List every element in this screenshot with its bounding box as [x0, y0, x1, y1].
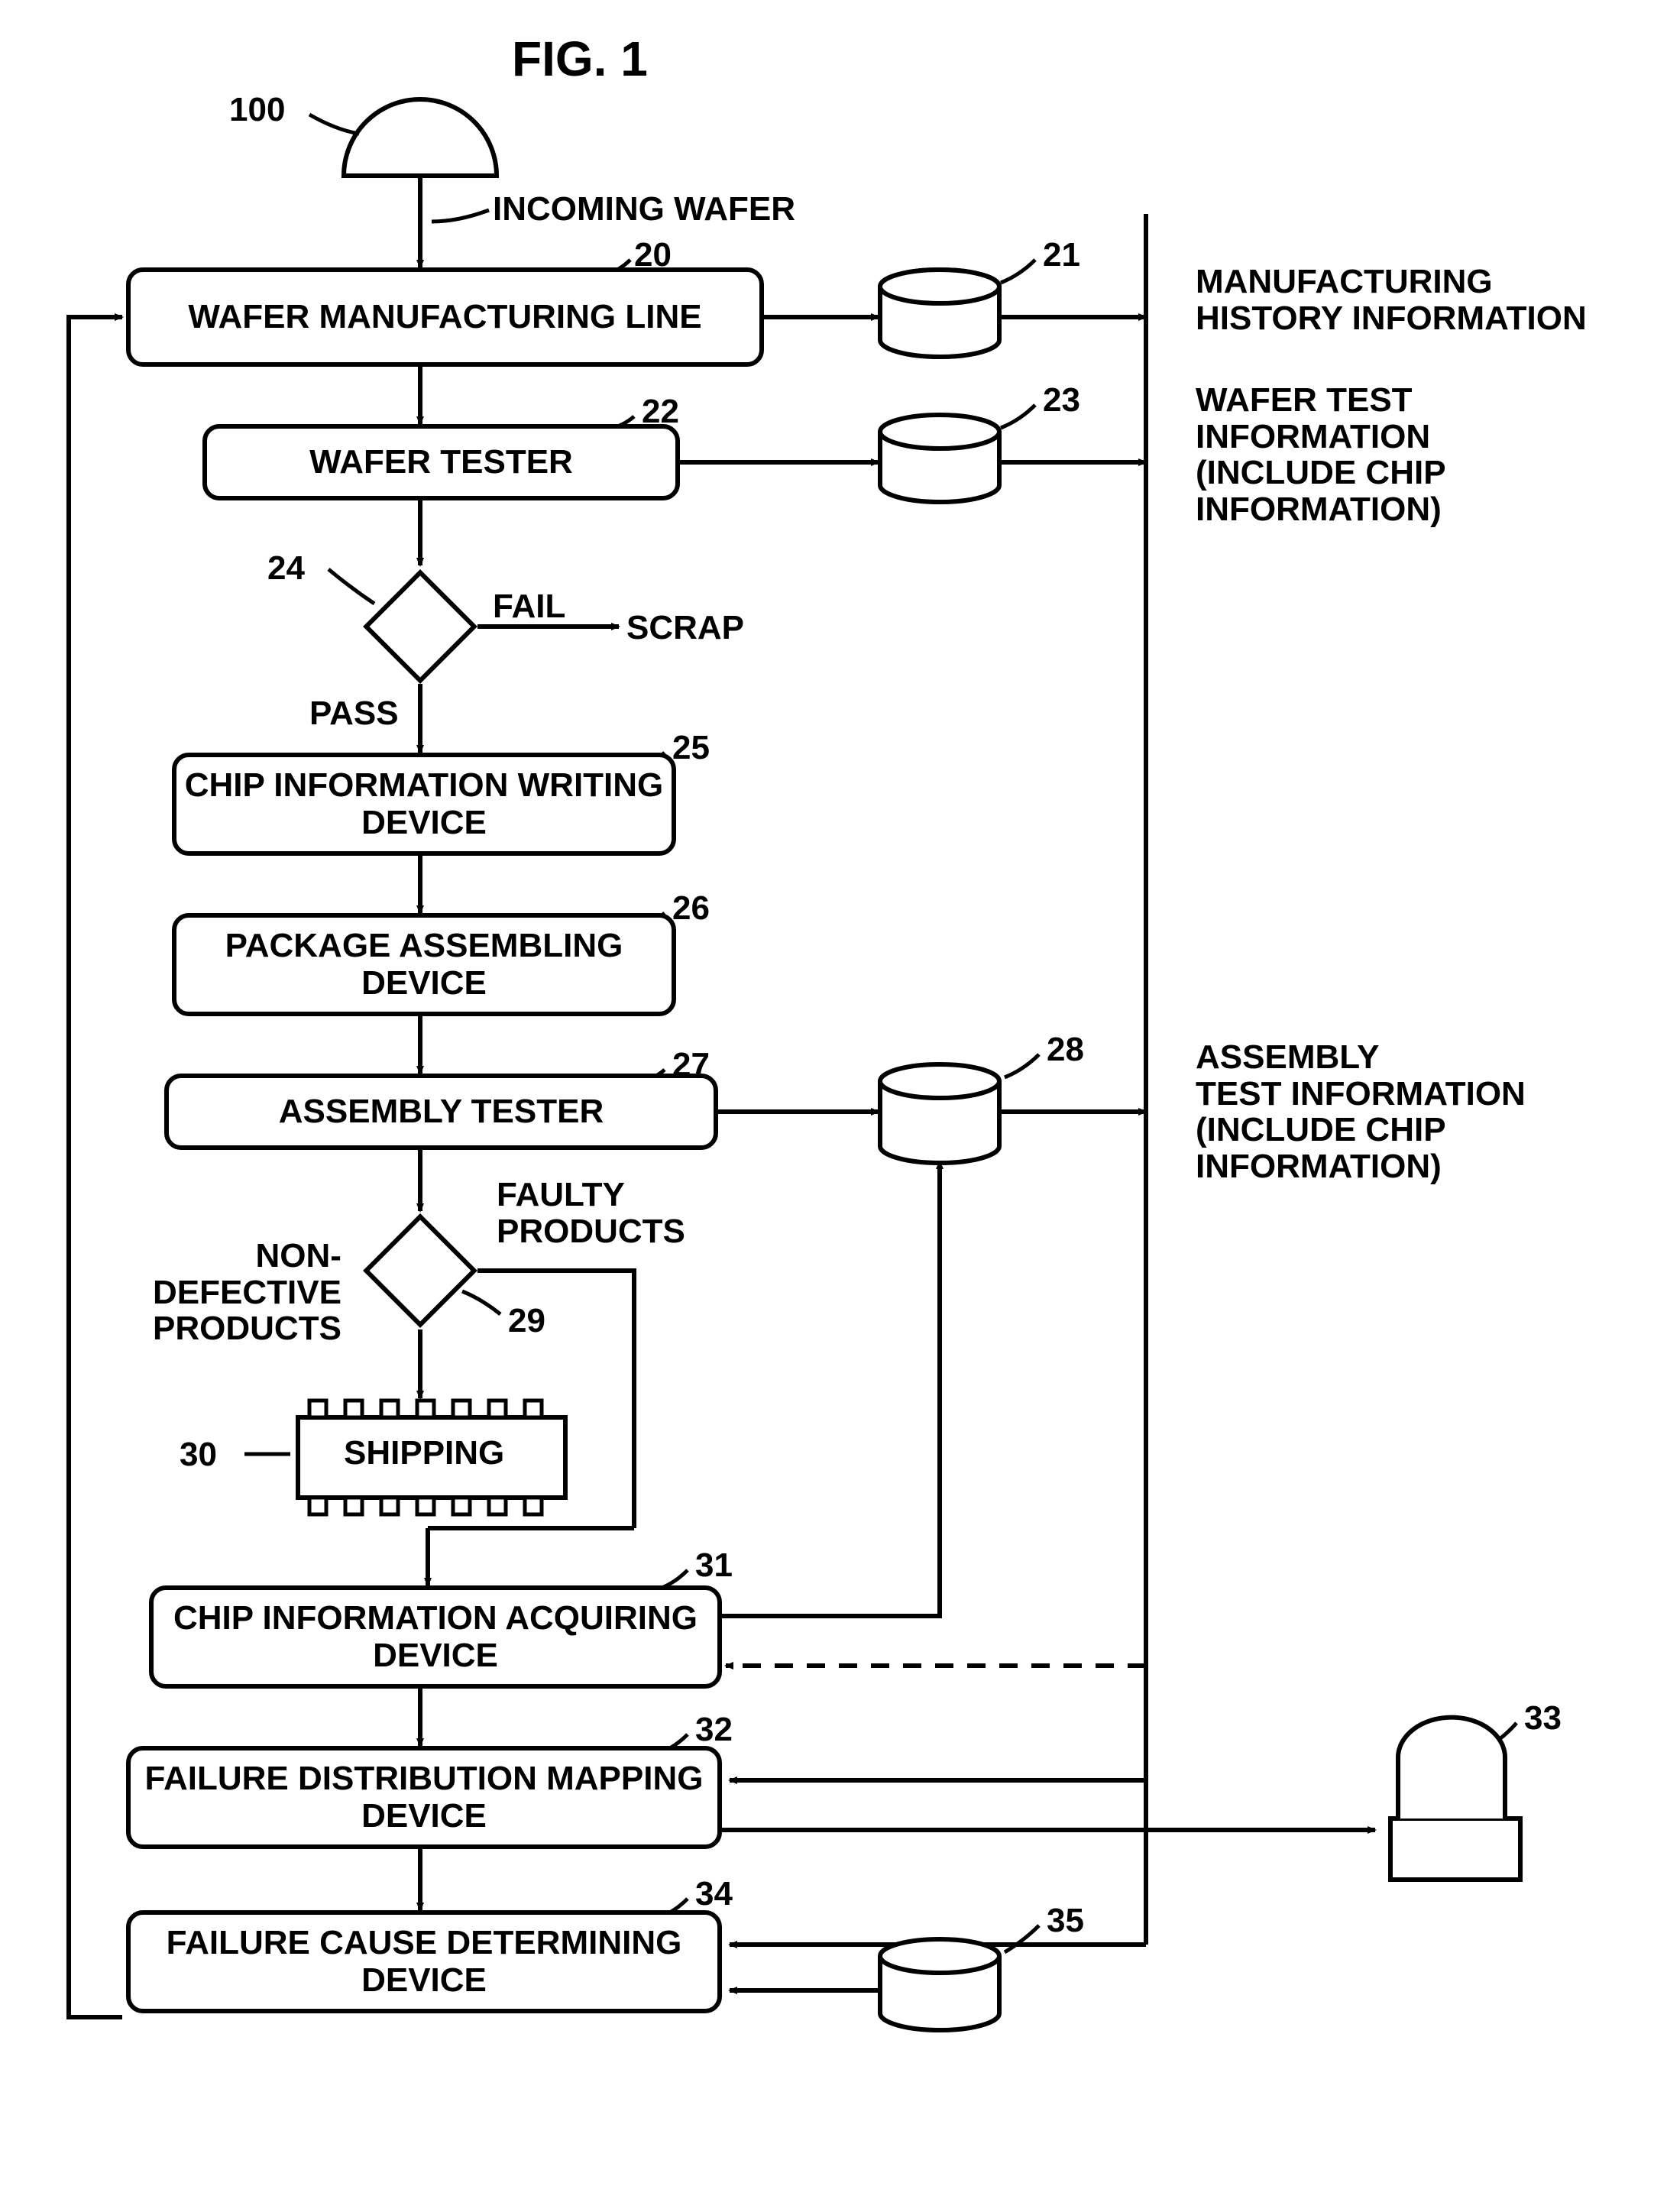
side-23: WAFER TEST INFORMATION (INCLUDE CHIP INF…: [1196, 382, 1446, 527]
block-text: FAILURE DISTRIBUTION MAPPING DEVICE: [131, 1760, 717, 1835]
ref-26: 26: [672, 890, 710, 927]
ref-21: 21: [1043, 237, 1080, 274]
ref-24: 24: [267, 550, 305, 587]
ref-20: 20: [634, 237, 672, 274]
ref-30: 30: [180, 1436, 217, 1473]
ref-32: 32: [695, 1712, 733, 1748]
figure-title: FIG. 1: [512, 31, 648, 87]
block-text: CHIP INFORMATION ACQUIRING DEVICE: [154, 1600, 717, 1674]
block-failure-cause-det: FAILURE CAUSE DETERMINING DEVICE: [126, 1910, 722, 2013]
ref-23: 23: [1043, 382, 1080, 419]
side-21: MANUFACTURING HISTORY INFORMATION: [1196, 264, 1587, 336]
block-text: WAFER MANUFACTURING LINE: [188, 299, 701, 335]
lbl-nondef: NON- DEFECTIVE PRODUCTS: [153, 1238, 341, 1347]
ref-100: 100: [229, 92, 285, 128]
lbl-faulty: FAULTY PRODUCTS: [497, 1177, 685, 1249]
block-chip-info-acquire: CHIP INFORMATION ACQUIRING DEVICE: [149, 1585, 722, 1689]
block-text: FAILURE CAUSE DETERMINING DEVICE: [131, 1925, 717, 1999]
lbl-pass: PASS: [309, 695, 399, 732]
block-failure-dist-map: FAILURE DISTRIBUTION MAPPING DEVICE: [126, 1746, 722, 1849]
block-text: CHIP INFORMATION WRITING DEVICE: [176, 767, 672, 841]
block-chip-info-write: CHIP INFORMATION WRITING DEVICE: [172, 753, 676, 856]
ref-34: 34: [695, 1876, 733, 1912]
ref-31: 31: [695, 1547, 733, 1584]
ref-35: 35: [1047, 1903, 1084, 1939]
block-package-assembling: PACKAGE ASSEMBLING DEVICE: [172, 913, 676, 1016]
decision-29: [380, 1230, 461, 1311]
ref-33: 33: [1524, 1700, 1562, 1737]
lbl-fail: FAIL: [493, 588, 565, 625]
block-wafer-tester: WAFER TESTER: [202, 424, 680, 500]
decision-24: [380, 586, 461, 667]
lbl-incoming-wafer: INCOMING WAFER: [493, 191, 795, 228]
side-28: ASSEMBLY TEST INFORMATION (INCLUDE CHIP …: [1196, 1039, 1526, 1184]
block-text: ASSEMBLY TESTER: [279, 1093, 604, 1130]
ref-28: 28: [1047, 1032, 1084, 1068]
ref-25: 25: [672, 730, 710, 766]
chip-text: SHIPPING: [344, 1435, 504, 1472]
block-text: PACKAGE ASSEMBLING DEVICE: [176, 928, 672, 1002]
ref-27: 27: [672, 1047, 710, 1083]
lbl-scrap: SCRAP: [626, 610, 744, 646]
ref-22: 22: [642, 393, 679, 430]
block-wafer-mfg-line: WAFER MANUFACTURING LINE: [126, 267, 764, 367]
block-assembly-tester: ASSEMBLY TESTER: [164, 1074, 718, 1150]
block-text: WAFER TESTER: [309, 444, 573, 481]
ref-29: 29: [508, 1303, 545, 1339]
figure-canvas: FIG. 1: [0, 0, 1654, 2212]
